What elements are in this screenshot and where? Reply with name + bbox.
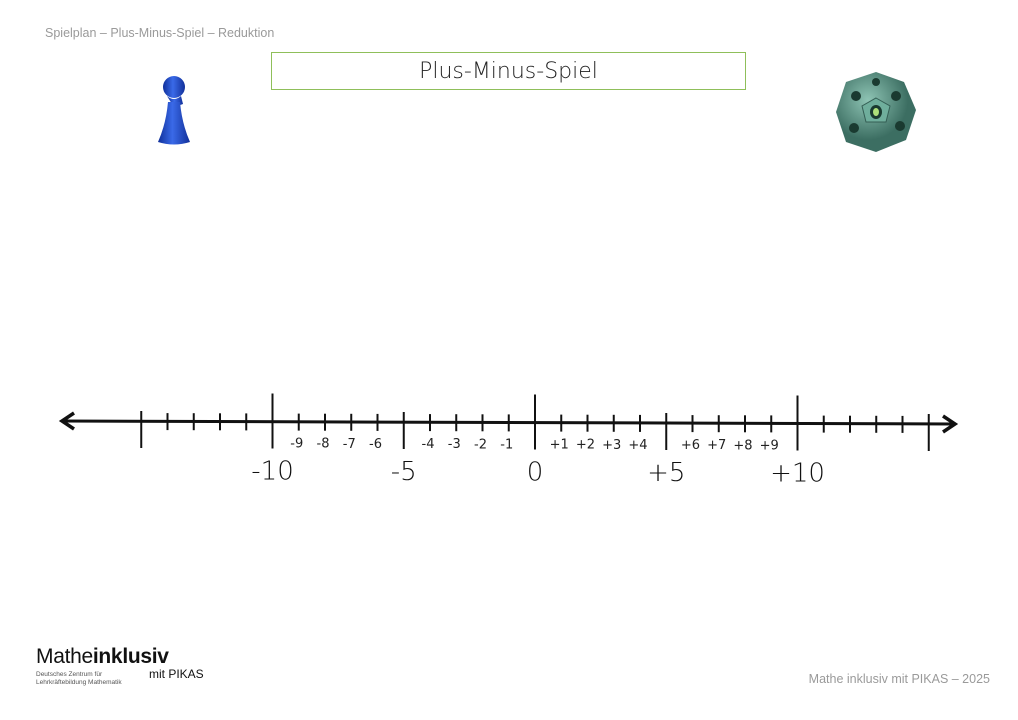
page-title: Plus-Minus-Spiel — [271, 52, 746, 90]
tick-label: +8 — [733, 438, 752, 453]
right-arrow-icon — [942, 414, 959, 434]
tick-label: -4 — [422, 437, 435, 452]
tick-label: -3 — [448, 437, 461, 452]
tick-label: -9 — [290, 437, 303, 452]
major-label: 0 — [527, 458, 544, 488]
worksheet-subtitle: Spielplan – Plus-Minus-Spiel – Reduktion — [45, 26, 275, 40]
footer-text: Mathe inklusiv mit PIKAS – 2025 — [808, 672, 990, 686]
pawn-image — [158, 76, 190, 145]
major-label: +5 — [647, 458, 685, 488]
major-label: -10 — [251, 457, 293, 487]
major-label: -5 — [391, 457, 417, 487]
major-label: +10 — [770, 459, 825, 489]
tick-label: -8 — [317, 437, 330, 452]
tick-label: +2 — [576, 438, 595, 453]
tick-label: +7 — [707, 438, 726, 453]
tick-label: +6 — [681, 438, 700, 453]
tick-label: -1 — [500, 437, 513, 452]
tick-label: +1 — [550, 438, 569, 453]
number-line: -10-9 -8 -7 -6-5-4 -3 -2 -10+1 +2 +3 +4+5+6 +7 +8 +9… — [58, 393, 959, 489]
tick-label: -7 — [343, 437, 356, 452]
tick-label: -6 — [369, 437, 382, 452]
tick-label: -2 — [474, 437, 487, 452]
die-image — [836, 72, 916, 152]
tick-label: +3 — [602, 438, 621, 453]
tick-label: +9 — [760, 438, 779, 453]
logo: Matheinklusiv Deutsches Zentrum für Lehr… — [36, 645, 204, 686]
left-arrow-icon — [58, 411, 75, 431]
tick-label: +4 — [628, 438, 647, 453]
